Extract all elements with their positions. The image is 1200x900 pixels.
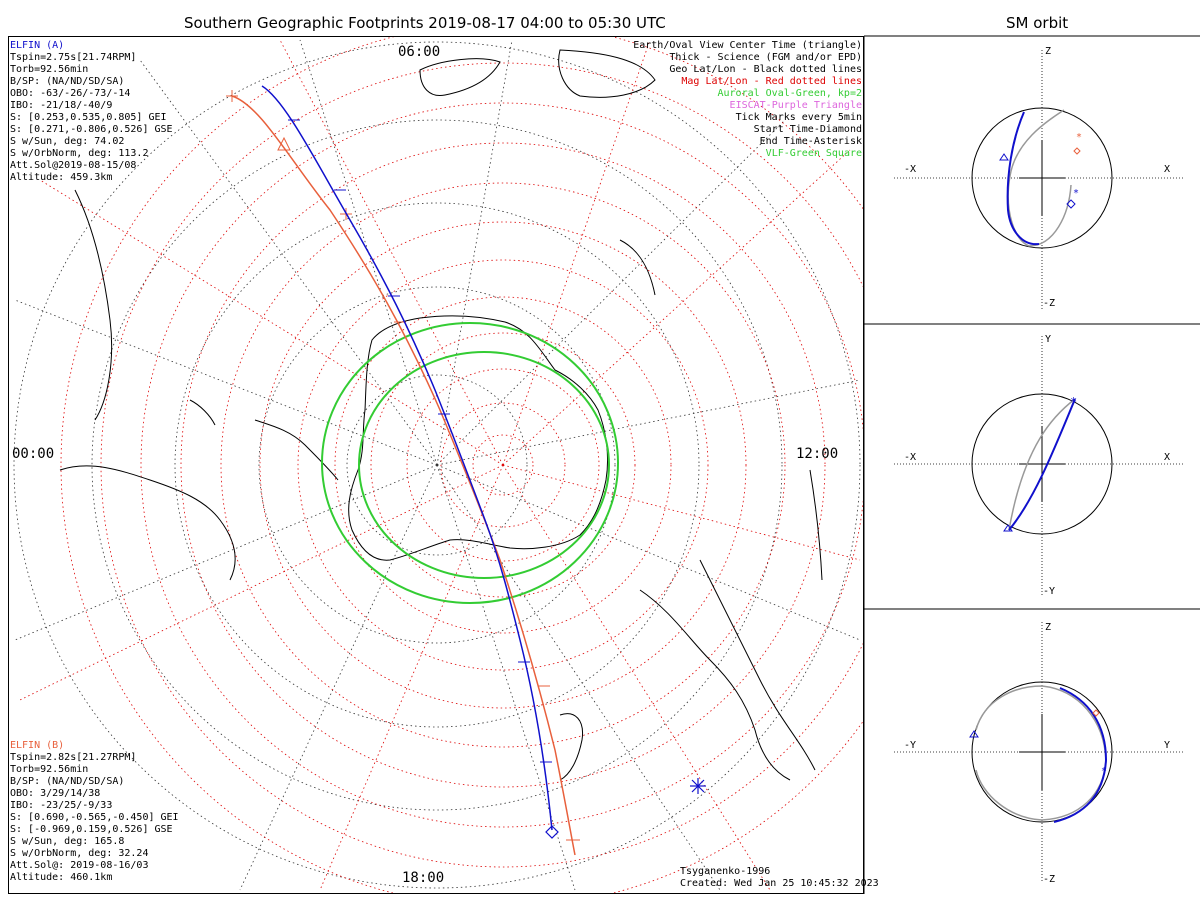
elfin-b-line: S: [-0.969,0.159,0.526] GSE: [10, 824, 173, 835]
sm-p1-top: Z: [1045, 46, 1052, 57]
elfin-a-line: B/SP: (NA/ND/SD/SA): [10, 76, 125, 87]
hour-label-top: 06:00: [398, 44, 441, 60]
hour-label-left: 00:00: [12, 446, 55, 462]
coastlines: [59, 49, 823, 781]
sm-orbit-panels: * * * *: [864, 35, 1200, 894]
legend-item: Tick Marks every 5min: [735, 112, 862, 123]
sm-panel-yz: *: [894, 622, 1184, 882]
geo-grid: [13, 39, 861, 891]
elfin-b-line: Att.Sol@: 2019-08-16/03: [10, 860, 149, 871]
legend-item: VLF-Green Square: [765, 148, 862, 159]
hour-label-bottom: 18:00: [402, 870, 445, 886]
sm-p2-right: X: [1164, 452, 1171, 463]
elfin-a-line: S w/Sun, deg: 74.02: [10, 136, 125, 147]
elfin-b-line: S w/Sun, deg: 165.8: [10, 836, 125, 847]
legend-item: Mag Lat/Lon - Red dotted lines: [681, 76, 862, 87]
model-label: Tsyganenko-1996: [680, 866, 771, 877]
sm-p2-bottom: -Y: [1043, 586, 1056, 597]
elfin-a-line: Torb=92.56min: [10, 64, 89, 75]
elfin-a-line: Altitude: 459.3km: [10, 172, 113, 183]
legend-item: Auroral Oval-Green, kp=2: [717, 88, 863, 99]
hour-label-right: 12:00: [796, 446, 839, 462]
sm-p2-top: Y: [1045, 334, 1052, 345]
sm-orbit-title: SM orbit: [1006, 14, 1069, 32]
svg-text:*: *: [1101, 766, 1107, 777]
elfin-b-track: [226, 90, 580, 856]
main-title: Southern Geographic Footprints 2019-08-1…: [184, 14, 666, 32]
elfin-b-line: B/SP: (NA/ND/SD/SA): [10, 776, 125, 787]
created-label: Created: Wed Jan 25 10:45:32 2023: [680, 878, 879, 889]
elfin-b-line: Tspin=2.82s[21.27RPM]: [10, 752, 137, 763]
auroral-oval: [321, 322, 619, 604]
elfin-b-line: OBO: 3/29/14/38: [10, 788, 101, 799]
elfin-b-line: IBO: -23/25/-9/33: [10, 800, 113, 811]
sm-p1-left: -X: [904, 164, 917, 175]
elfin-b-info: ELFIN (B) Tspin=2.82s[21.27RPM] Torb=92.…: [10, 740, 179, 884]
elfin-a-line: S w/OrbNorm, deg: 113.2: [10, 148, 149, 159]
polar-map: [13, 37, 863, 893]
sm-p2-left: -X: [904, 452, 917, 463]
legend-item: Thick - Science (FGM and/or EPD): [669, 52, 862, 63]
footer: Tsyganenko-1996 Created: Wed Jan 25 10:4…: [680, 866, 879, 890]
elfin-a-track: [261, 85, 706, 839]
legend-item: Earth/Oval View Center Time (triangle): [633, 40, 862, 51]
sm-p3-right: Y: [1164, 740, 1171, 751]
sm-p3-left: -Y: [904, 740, 917, 751]
sm-panel-xy: *: [894, 336, 1184, 596]
legend-item: Geo Lat/Lon - Black dotted lines: [669, 64, 862, 75]
elfin-b-line: S: [0.690,-0.565,-0.450] GEI: [10, 812, 179, 823]
elfin-a-info: ELFIN (A) Tspin=2.75s[21.74RPM] Torb=92.…: [10, 40, 173, 184]
sm-p3-bottom: -Z: [1043, 874, 1056, 885]
svg-text:*: *: [1076, 132, 1082, 143]
elfin-a-line: S: [0.253,0.535,0.805] GEI: [10, 112, 167, 123]
svg-text:*: *: [1070, 395, 1077, 409]
elfin-a-name: ELFIN (A): [10, 40, 65, 51]
elfin-a-line: IBO: -21/18/-40/9: [10, 100, 113, 111]
legend-item: Start Time-Diamond: [753, 124, 862, 135]
elfin-b-line: Torb=92.56min: [10, 764, 89, 775]
legend-item: End Time-Asterisk: [759, 136, 862, 147]
elfin-b-name: ELFIN (B): [10, 740, 65, 751]
elfin-b-line: S w/OrbNorm, deg: 32.24: [10, 848, 149, 859]
elfin-a-line: Att.Sol@2019-08-15/08: [10, 160, 137, 171]
sm-p1-right: X: [1164, 164, 1171, 175]
sm-panel-xz: * *: [894, 50, 1184, 310]
sm-p3-top: Z: [1045, 622, 1052, 633]
legend-item: EISCAT-Purple Triangle: [729, 100, 862, 111]
mag-grid: [19, 37, 863, 893]
sm-p1-bottom: -Z: [1043, 298, 1056, 309]
elfin-a-line: Tspin=2.75s[21.74RPM]: [10, 52, 137, 63]
elfin-a-line: S: [0.271,-0.806,0.526] GSE: [10, 124, 173, 135]
elfin-b-line: Altitude: 460.1km: [10, 872, 113, 883]
svg-text:*: *: [1073, 188, 1079, 199]
elfin-a-line: OBO: -63/-26/-73/-14: [10, 88, 131, 99]
legend: Earth/Oval View Center Time (triangle) T…: [633, 40, 862, 160]
